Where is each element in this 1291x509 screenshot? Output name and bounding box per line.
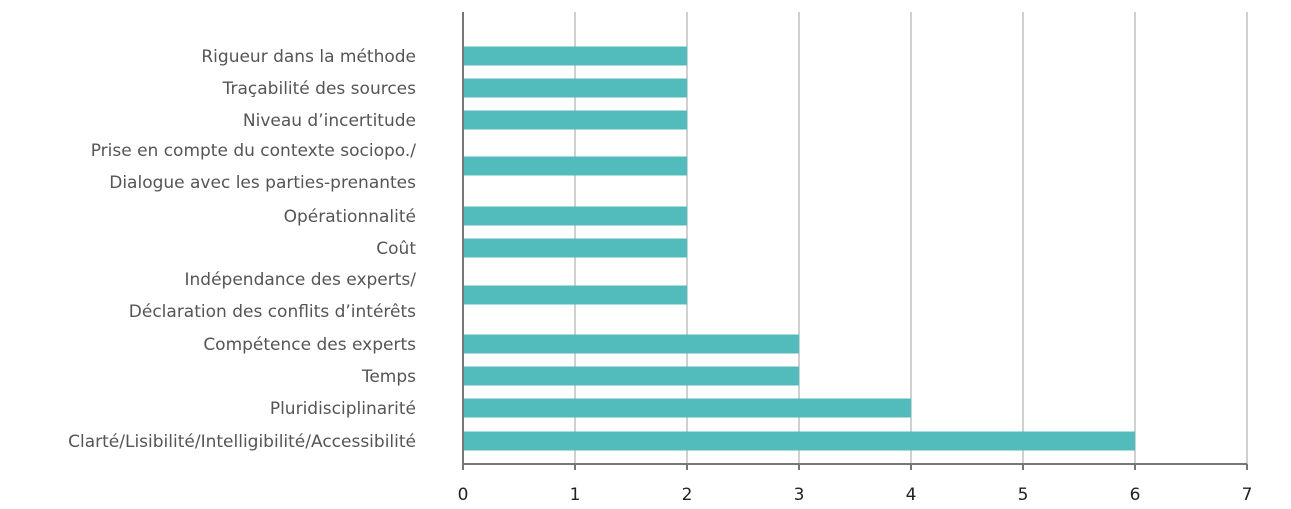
x-tick-labels: 0 1 2 3 4 5 6 7: [458, 485, 1253, 505]
x-tick-label-0: 0: [458, 485, 469, 505]
category-label-8: Compétence des experts: [203, 335, 416, 355]
category-label-4-line-1: Prise en compte du contexte sociopo./: [91, 141, 417, 161]
bars: [463, 46, 1135, 451]
category-label-10: Pluridisciplinarité: [270, 399, 416, 419]
bar-11: [463, 431, 1135, 451]
x-tick-label-5: 5: [1018, 485, 1029, 505]
category-label-6: Coût: [376, 239, 416, 259]
x-tick-label-3: 3: [794, 485, 805, 505]
category-label-2: Traçabilité des sources: [222, 79, 417, 99]
category-label-11: Clarté/Lisibilité/Intelligibilité/Access…: [68, 432, 416, 452]
bar-9: [463, 366, 799, 386]
x-tick-label-2: 2: [682, 485, 693, 505]
bar-2: [463, 78, 687, 98]
category-label-3: Niveau d’incertitude: [243, 111, 416, 131]
category-label-9: Temps: [361, 367, 416, 387]
bar-5: [463, 206, 687, 226]
bar-4: [463, 156, 687, 176]
category-label-7-line-2: Déclaration des conflits d’intérêts: [129, 302, 416, 322]
category-label-5: Opérationnalité: [284, 207, 416, 227]
x-tick-label-4: 4: [906, 485, 917, 505]
x-tick-label-7: 7: [1242, 485, 1253, 505]
bar-6: [463, 238, 687, 258]
bar-10: [463, 398, 911, 418]
axes: [462, 12, 1248, 470]
category-label-7-line-1: Indépendance des experts/: [185, 270, 417, 290]
bar-3: [463, 110, 687, 130]
bar-8: [463, 334, 799, 354]
category-label-1: Rigueur dans la méthode: [201, 47, 416, 67]
bar-7: [463, 285, 687, 305]
category-label-4-line-2: Dialogue avec les parties-prenantes: [109, 173, 416, 193]
category-labels: Rigueur dans la méthode Traçabilité des s…: [68, 47, 416, 452]
x-tick-label-1: 1: [570, 485, 581, 505]
x-tick-label-6: 6: [1130, 485, 1141, 505]
bar-1: [463, 46, 687, 66]
